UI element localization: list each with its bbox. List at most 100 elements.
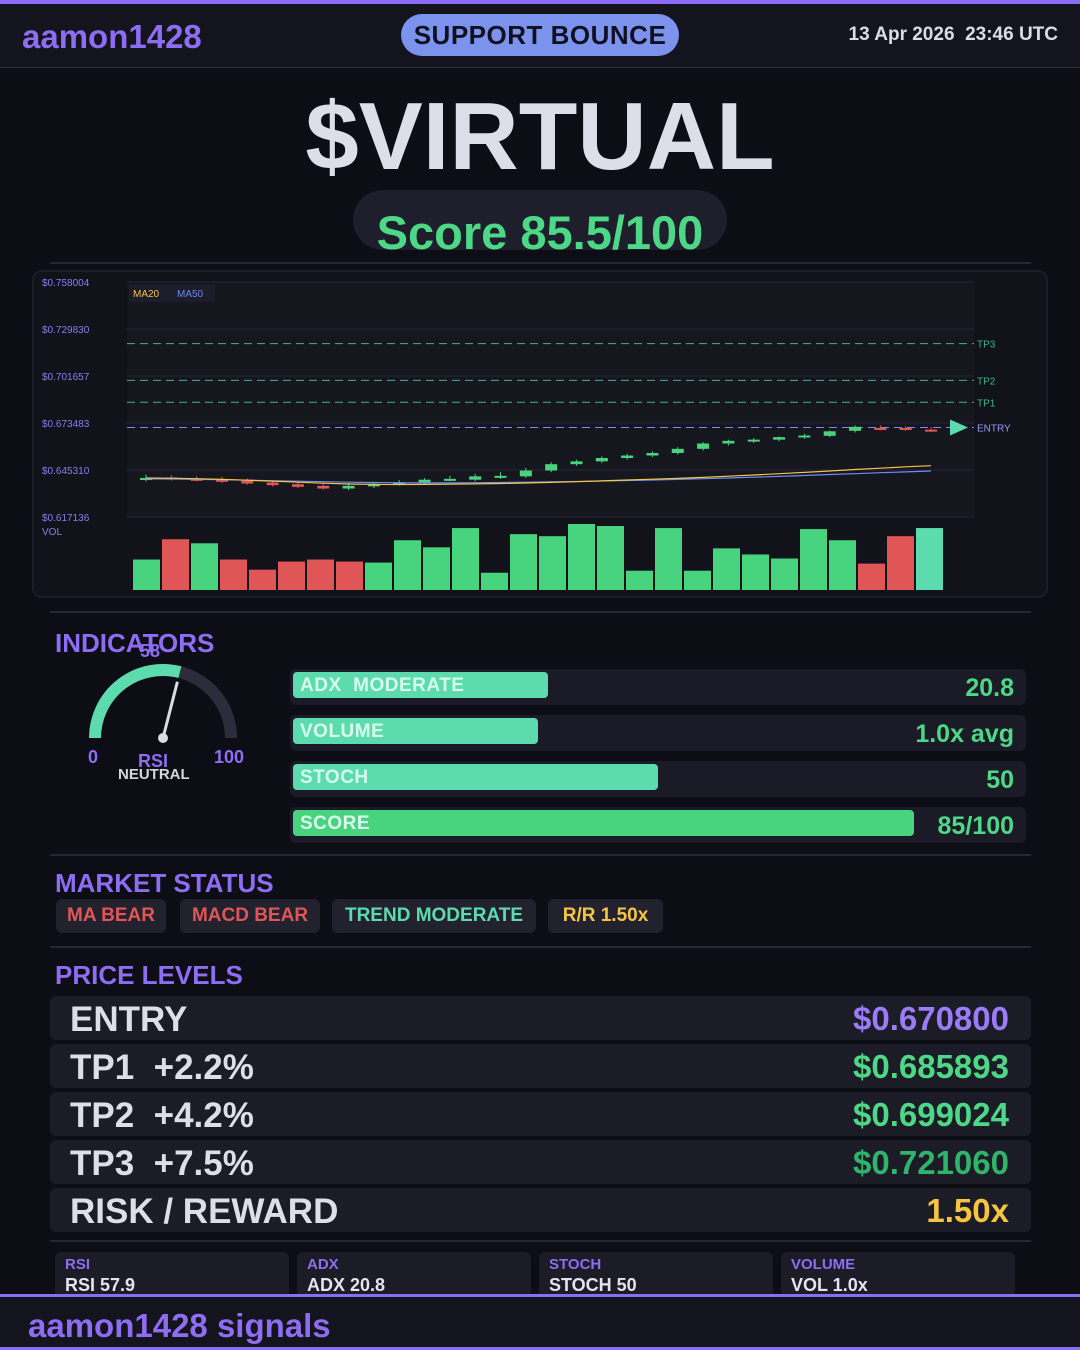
candle-body	[443, 478, 456, 481]
candle-body	[697, 443, 710, 449]
indicator-bar-label: ADX MODERATE	[300, 675, 465, 696]
status-chip-ma: MA BEAR	[56, 899, 166, 933]
candle-body	[393, 482, 406, 485]
volume-bar	[452, 528, 479, 590]
stat-label: ADX	[307, 1256, 339, 1273]
volume-bar	[539, 536, 566, 590]
candle-body	[266, 482, 279, 486]
volume-bar	[568, 524, 595, 590]
stat-card-stoch: STOCH STOCH 50	[539, 1252, 773, 1300]
candle-body	[519, 470, 532, 477]
y-tick-label: $0.729830	[42, 325, 90, 336]
candle-body	[773, 437, 786, 440]
plot-area	[127, 282, 974, 517]
indicator-bar-stoch: STOCH 50	[290, 761, 1026, 797]
level-label-tp1: TP1	[977, 398, 996, 409]
status-chip-trend: TREND MODERATE	[332, 899, 536, 933]
footer-text: aamon1428 signals	[28, 1307, 331, 1344]
candle-body	[646, 453, 659, 456]
volume-bar	[800, 529, 827, 590]
indicator-bar-score: SCORE 85/100	[290, 807, 1026, 843]
candle-body	[899, 427, 912, 430]
divider	[50, 1240, 1031, 1242]
indicator-bar-fill	[293, 810, 914, 836]
volume-bar	[858, 563, 885, 590]
gauge-needle	[161, 681, 179, 739]
candle-body	[849, 426, 862, 431]
legend-box	[129, 284, 215, 302]
y-tick-label: $0.701657	[42, 372, 90, 383]
y-tick-label: $0.673483	[42, 419, 90, 430]
score-pill: Score 85.5/100	[353, 190, 727, 250]
volume-bar	[916, 528, 943, 590]
level-row-tp2: TP2 +4.2% $0.699024	[50, 1092, 1031, 1136]
gauge-hub	[158, 733, 168, 743]
indicator-bar-label: SCORE	[300, 813, 371, 834]
y-tick-label: $0.645310	[42, 466, 90, 477]
rsi-status: NEUTRAL	[118, 766, 190, 783]
candle-body	[747, 439, 760, 442]
volume-bar	[133, 559, 160, 590]
volume-bar	[742, 554, 769, 590]
top-bar: aamon1428 SUPPORT BOUNCE 13 Apr 2026 23:…	[0, 0, 1080, 68]
level-value: $0.670800	[853, 1000, 1009, 1037]
y-tick-label: $0.758004	[42, 278, 90, 289]
volume-bar	[684, 570, 711, 590]
stat-card-adx: ADX ADX 20.8	[297, 1252, 531, 1300]
candle-body	[595, 458, 608, 462]
indicator-bar-volume: VOLUME 1.0x avg	[290, 715, 1026, 751]
volume-label: VOL	[42, 527, 62, 538]
candle-body	[367, 483, 380, 487]
level-label: RISK / REWARD	[70, 1192, 339, 1231]
level-label: TP3 +7.5%	[70, 1144, 254, 1183]
volume-bar	[510, 534, 537, 590]
level-value: 1.50x	[926, 1192, 1009, 1229]
ma20-line	[145, 465, 932, 486]
footer-border	[0, 1347, 1080, 1350]
volume-bar	[423, 547, 450, 590]
timestamp: 13 Apr 2026 23:46 UTC	[848, 24, 1058, 45]
volume-bar	[307, 559, 334, 590]
divider	[50, 262, 1031, 264]
candle-body	[317, 485, 330, 489]
stat-label: VOLUME	[791, 1256, 856, 1273]
volume-bar	[336, 561, 363, 590]
volume-bar	[191, 543, 218, 590]
level-row-tp3: TP3 +7.5% $0.721060	[50, 1140, 1031, 1184]
candle-body	[469, 476, 482, 480]
indicator-bar-fill	[293, 672, 548, 698]
rsi-label: RSI	[138, 751, 169, 771]
stat-value: RSI 57.9	[65, 1275, 136, 1295]
candle-body	[722, 440, 735, 444]
level-label: TP2 +4.2%	[70, 1096, 254, 1135]
indicator-bar-value: 50	[986, 766, 1014, 794]
candle-body	[925, 429, 937, 432]
status-chip-rr: R/R 1.50x	[548, 899, 663, 933]
level-value: $0.721060	[853, 1144, 1009, 1181]
divider	[50, 611, 1031, 613]
indicator-bar-value: 20.8	[965, 674, 1014, 702]
candle-body	[342, 485, 355, 489]
legend-ma20: MA20	[133, 289, 160, 300]
indicator-bar-label: STOCH	[300, 767, 369, 788]
footer: aamon1428 signals	[0, 1294, 1080, 1350]
level-label-tp2: TP2	[977, 376, 996, 387]
y-tick-label: $0.617136	[42, 513, 90, 524]
level-value: $0.699024	[853, 1096, 1009, 1133]
indicator-bar-fill	[293, 718, 538, 744]
indicator-bar-adx: ADX MODERATE 20.8	[290, 669, 1026, 705]
stat-label: STOCH	[549, 1256, 602, 1273]
volume-bar	[481, 572, 508, 590]
indicators-title: INDICATORS	[55, 628, 215, 658]
price-chart: $0.758004 $0.729830 $0.701657 $0.673483 $0.6…	[32, 270, 1048, 598]
volume-bar	[771, 558, 798, 590]
candle-body	[291, 484, 304, 487]
level-row-entry: ENTRY $0.670800	[50, 996, 1031, 1040]
volume-bar	[394, 540, 421, 590]
level-row-tp1: TP1 +2.2% $0.685893	[50, 1044, 1031, 1088]
indicator-bar-value: 1.0x avg	[915, 720, 1014, 748]
rsi-max-label: 100	[214, 747, 245, 767]
candle-body	[621, 455, 634, 459]
level-label: TP1 +2.2%	[70, 1048, 254, 1087]
level-label: ENTRY	[70, 1000, 188, 1039]
